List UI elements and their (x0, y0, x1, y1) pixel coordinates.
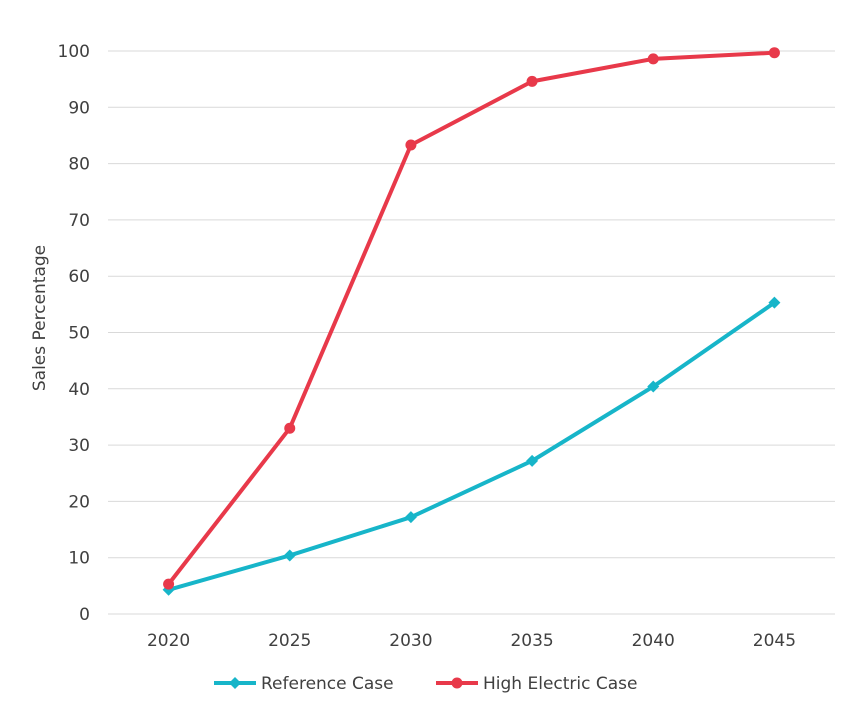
gridlines (108, 50, 835, 615)
x-tick-label: 2030 (389, 631, 432, 651)
legend-label: Reference Case (261, 674, 394, 694)
series-lines (162, 47, 781, 596)
series-0 (162, 296, 781, 596)
x-tick-label: 2040 (632, 631, 675, 651)
series-line (166, 300, 777, 592)
y-tick-label: 80 (68, 155, 90, 175)
data-point (526, 454, 539, 467)
y-axis-ticks: 0 10 20 30 40 50 60 70 80 90 100 (58, 42, 90, 625)
y-axis-title: Sales Percentage (30, 245, 50, 391)
y-tick-label: 40 (68, 380, 90, 400)
data-point (647, 380, 660, 393)
y-tick-label: 100 (58, 42, 90, 62)
x-tick-label: 2020 (147, 631, 190, 651)
legend-marker (229, 677, 241, 689)
series-line (166, 50, 777, 587)
y-tick-label: 20 (68, 492, 90, 512)
y-tick-label: 90 (68, 98, 90, 118)
data-point (526, 75, 538, 87)
data-point (163, 578, 175, 590)
legend-label: High Electric Case (483, 674, 637, 694)
y-tick-label: 10 (68, 549, 90, 569)
legend-item: High Electric Case (436, 674, 637, 694)
data-point (768, 47, 780, 59)
legend: Reference Case High Electric Case (214, 674, 637, 694)
x-axis-ticks: 2020 2025 2030 2035 2040 2045 (147, 631, 796, 651)
x-tick-label: 2045 (753, 631, 796, 651)
series-1 (163, 47, 780, 590)
y-tick-label: 0 (79, 605, 90, 625)
y-tick-label: 50 (68, 324, 90, 344)
data-point (283, 549, 296, 562)
y-tick-label: 30 (68, 436, 90, 456)
x-tick-label: 2035 (510, 631, 553, 651)
data-point (768, 296, 781, 309)
legend-marker (451, 677, 463, 689)
data-point (647, 53, 659, 65)
y-tick-label: 70 (68, 211, 90, 231)
data-point (405, 139, 417, 151)
x-tick-label: 2025 (268, 631, 311, 651)
data-point (404, 511, 417, 524)
y-tick-label: 60 (68, 267, 90, 287)
legend-item: Reference Case (214, 674, 394, 694)
data-point (284, 422, 296, 434)
